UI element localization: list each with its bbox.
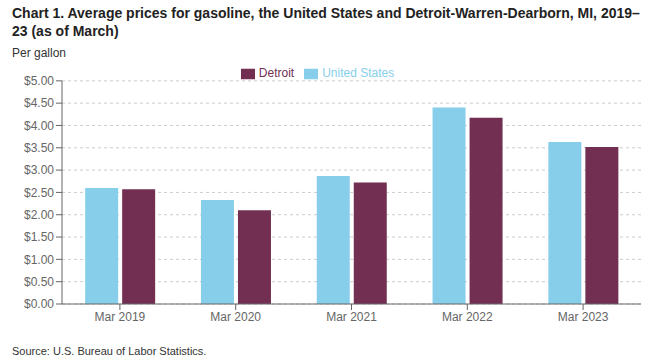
html-text:Detroit: Detroit <box>258 66 295 80</box>
svg-text:$0.50: $0.50 <box>24 275 54 289</box>
svg-text:$4.00: $4.00 <box>24 119 54 133</box>
svg-text:$0.00: $0.00 <box>24 297 54 311</box>
svg-text:$2.50: $2.50 <box>24 186 54 200</box>
svg-text:Mar 2022: Mar 2022 <box>442 310 493 324</box>
html-text:Source: U.S. Bureau of Labor S: Source: U.S. Bureau of Labor Statistics. <box>12 345 207 357</box>
html-text:Per gallon: Per gallon <box>12 46 66 60</box>
svg-text:$1.00: $1.00 <box>24 253 54 267</box>
svg-text:Mar 2023: Mar 2023 <box>558 310 609 324</box>
svg-text:$3.00: $3.00 <box>24 163 54 177</box>
svg-text:Mar 2020: Mar 2020 <box>210 310 261 324</box>
svg-text:$3.50: $3.50 <box>24 141 54 155</box>
svg-text:Mar 2019: Mar 2019 <box>95 310 146 324</box>
svg-text:$1.50: $1.50 <box>24 230 54 244</box>
svg-text:$5.00: $5.00 <box>24 74 54 88</box>
html-text:Chart 1. Average prices for ga: Chart 1. Average prices for gasoline, th… <box>12 5 640 39</box>
svg-text:$4.50: $4.50 <box>24 96 54 110</box>
svg-text:$2.00: $2.00 <box>24 208 54 222</box>
svg-text:Mar 2021: Mar 2021 <box>326 310 377 324</box>
html-text:United States: United States <box>322 66 395 80</box>
